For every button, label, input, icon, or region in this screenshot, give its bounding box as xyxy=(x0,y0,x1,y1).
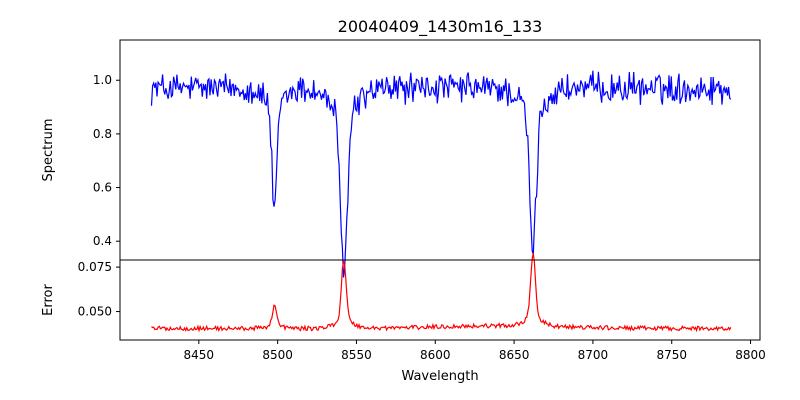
spectrum-line xyxy=(150,70,732,278)
x-tick-label: 8600 xyxy=(420,348,451,362)
error-y-tick-label: 0.050 xyxy=(78,305,112,319)
x-tick-label: 8450 xyxy=(184,348,215,362)
error-series xyxy=(151,253,732,333)
error-x-ticks: 8450 8500 8550 8600 8650 8700 8750 8800 xyxy=(184,340,766,362)
x-tick-label: 8800 xyxy=(735,348,766,362)
spectrum-y-tick-label: 1.0 xyxy=(93,73,112,87)
x-tick-label: 8650 xyxy=(499,348,530,362)
x-tick-label: 8550 xyxy=(341,348,372,362)
x-tick-label: 8750 xyxy=(656,348,687,362)
error-line xyxy=(151,253,732,333)
spectrum-y-label: Spectrum xyxy=(41,119,56,182)
chart-title: 20040409_1430m16_133 xyxy=(338,17,543,37)
spectrum-y-ticks: 0.4 0.6 0.8 1.0 xyxy=(93,73,120,248)
error-axes-frame xyxy=(119,259,761,341)
error-y-label: Error xyxy=(41,284,56,316)
error-y-tick-label: 0.075 xyxy=(78,260,112,274)
x-axis-label: Wavelength xyxy=(401,369,478,384)
spectrum-y-tick-label: 0.4 xyxy=(93,234,112,248)
x-tick-label: 8700 xyxy=(578,348,609,362)
error-y-ticks: 0.050 0.075 xyxy=(78,260,120,319)
x-tick-label: 8500 xyxy=(262,348,293,362)
spectrum-y-tick-label: 0.8 xyxy=(93,127,112,141)
spectrum-series xyxy=(150,70,732,278)
spectrum-y-tick-label: 0.6 xyxy=(93,181,112,195)
